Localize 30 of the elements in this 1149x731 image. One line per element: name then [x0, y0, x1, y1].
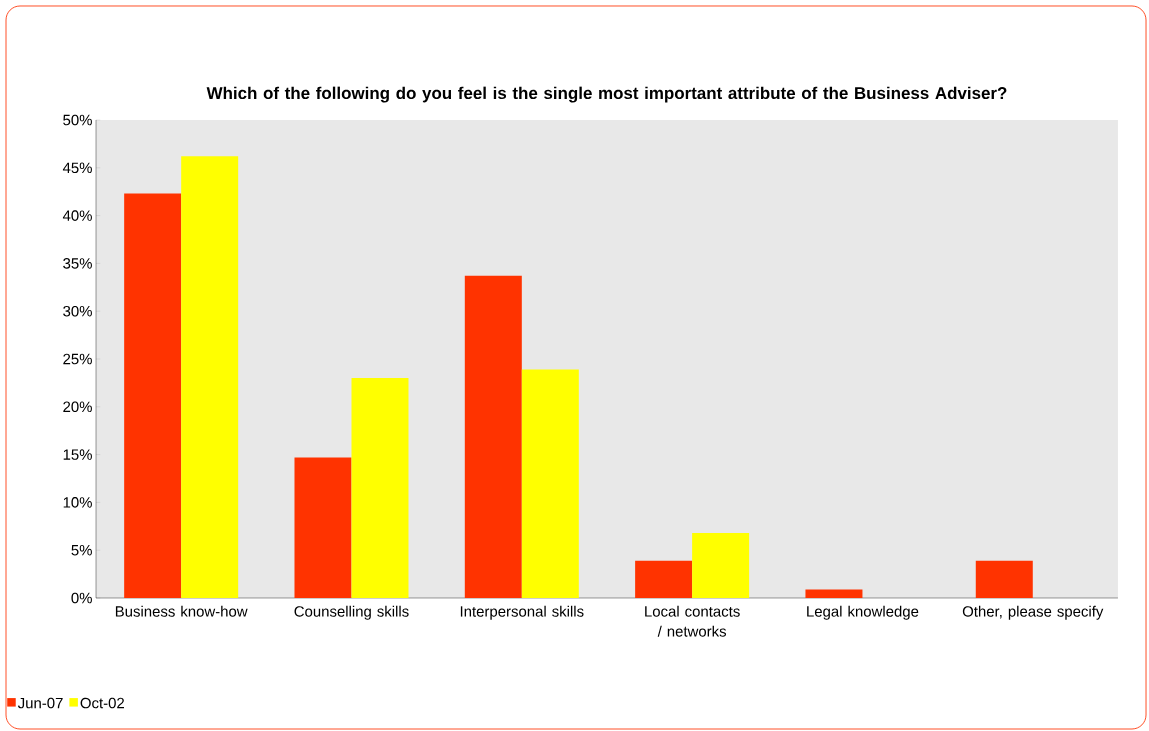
x-tick-label: Interpersonal skills	[460, 605, 584, 620]
bar	[805, 589, 863, 598]
chart-title: Which of the following do you feel is the single most important attribute of the Business Adviser?	[206, 86, 1007, 103]
y-tick-label: 10%	[63, 497, 92, 508]
y-tick-label: 20%	[63, 401, 92, 413]
legend-label: Jun-07	[17, 697, 63, 709]
bar	[692, 532, 750, 598]
bar	[521, 369, 579, 598]
y-tick-label: 35%	[63, 258, 92, 269]
y-tick-label: 15%	[63, 449, 92, 460]
bar	[181, 156, 239, 598]
y-tick-label: 5%	[71, 544, 92, 556]
y-tick-label: 45%	[62, 162, 92, 174]
x-tick-label: Counselling skills	[294, 605, 409, 620]
bar	[124, 193, 182, 598]
x-tick-label: Legal knowledge	[807, 605, 919, 620]
x-tick-label: Other, please specify	[962, 605, 1104, 620]
y-tick-label: 40%	[62, 210, 92, 221]
bar	[975, 560, 1033, 598]
x-tick-label: Local contacts / networks	[645, 605, 740, 637]
bar	[294, 457, 352, 598]
legend-label: Oct-02	[80, 697, 124, 709]
x-tick-label: Business know-how	[115, 605, 248, 617]
y-tick-label: 0%	[71, 592, 92, 604]
y-tick-label: 50%	[63, 114, 92, 126]
bar	[464, 275, 522, 598]
y-tick-label: 25%	[63, 353, 92, 365]
bar	[351, 378, 409, 598]
y-tick-label: 30%	[63, 305, 92, 317]
bar	[635, 560, 693, 598]
